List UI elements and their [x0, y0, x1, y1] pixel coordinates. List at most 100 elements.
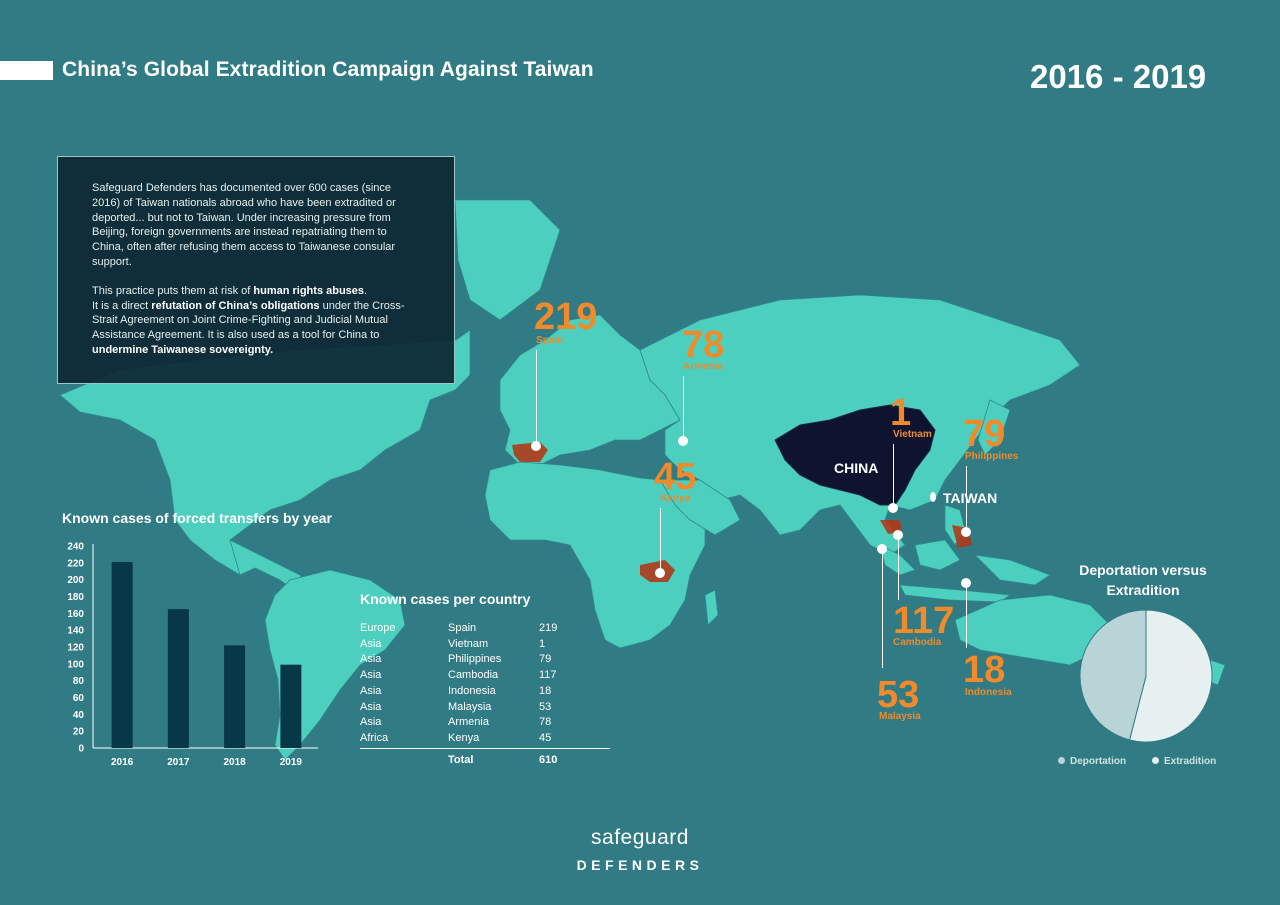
table-cell-cases: 18 [539, 684, 552, 697]
callout-vietnam-marker [888, 503, 898, 513]
table-row: Asia Cambodia 117 [360, 668, 609, 684]
table-cell-region: Asia [360, 684, 382, 697]
bar-2017 [167, 609, 189, 748]
bar-chart-y-tick: 200 [67, 575, 84, 586]
callout-cambodia-value: 117 [893, 600, 955, 642]
legend-extradition-swatch [1152, 757, 1159, 764]
table-row: Asia Armenia 78 [360, 715, 609, 731]
callout-kenya-marker [655, 568, 665, 578]
table-cell-country: Malaysia [448, 700, 492, 713]
table-cell-country: Spain [448, 622, 477, 634]
table-cell-country: Kenya [448, 731, 480, 744]
bar-chart-y-tick: 60 [73, 693, 85, 704]
legend-extradition: Extradition [1152, 756, 1216, 767]
callout-malaysia-marker [877, 544, 887, 554]
taiwan-label: TAIWAN [943, 490, 998, 506]
logo-wordmark-bottom: DEFENDERS [576, 857, 704, 873]
table-cell-region: Africa [360, 731, 389, 744]
pie-chart [1079, 609, 1213, 743]
bar-chart-y-tick: 220 [67, 558, 84, 569]
intro-text: This practice puts them at risk of [92, 284, 254, 297]
callout-cambodia-marker [893, 530, 903, 540]
china-label: CHINA [834, 460, 879, 476]
table-cell-region: Asia [360, 637, 382, 650]
table-row: Asia Indonesia 18 [360, 684, 609, 700]
table-row: Asia Vietnam 1 [360, 637, 609, 653]
pie-slice-extradition [1128, 609, 1213, 743]
table-cell-cases: 79 [539, 653, 552, 666]
year-range: 2016 - 2019 [1030, 58, 1207, 95]
bar-chart-y-tick: 160 [67, 609, 84, 620]
callout-spain-marker [531, 441, 541, 451]
table-cell-region: Asia [360, 700, 382, 713]
logo-wordmark-top: safeguard [591, 826, 689, 849]
cases-table: Europe Spain 219 Asia Vietnam 1 Asia Philippine… [360, 621, 609, 747]
intro-text: under the Cross-Strait Agreement on Join… [92, 299, 405, 342]
legend-deportation: Deportation [1058, 756, 1126, 767]
page-title: China’s Global Extradition Campaign Agai… [62, 58, 594, 81]
table-cell-cases: 219 [539, 622, 558, 634]
intro-emphasis: human rights abuses [253, 284, 365, 297]
bar-chart-y-tick: 180 [67, 592, 84, 603]
callout-indonesia-value: 18 [963, 649, 1006, 691]
table-row: Asia Malaysia 53 [360, 700, 609, 716]
callout-armenia-value: 78 [682, 324, 725, 366]
callout-armenia-leader [683, 376, 684, 438]
bar-chart-y-tick: 140 [67, 626, 84, 637]
legend-deportation-swatch [1058, 757, 1065, 764]
table-total-value: 610 [539, 754, 558, 766]
callout-indonesia-leader [966, 586, 967, 648]
table-cell-region: Asia [360, 653, 382, 666]
callout-kenya-name: Kenya [660, 493, 691, 504]
bar-chart-y-tick: 80 [73, 676, 85, 687]
table-row: Europe Spain 219 [360, 621, 609, 637]
callout-cambodia-name: Cambodia [893, 637, 942, 648]
intro-emphasis: undermine Taiwanese sovereignty. [92, 343, 274, 356]
callout-malaysia-name: Malaysia [879, 711, 921, 722]
bar-chart-y-tick: 0 [78, 744, 84, 755]
table-cell-country: Philippines [448, 653, 502, 666]
callout-philippines-value: 79 [963, 413, 1006, 455]
intro-paragraph-1: Safeguard Defenders has documented over … [92, 182, 396, 268]
bar-chart-y-tick: 40 [73, 710, 85, 721]
bar-2018 [224, 645, 246, 748]
table-row: Africa Kenya 45 [360, 731, 609, 747]
callout-cambodia-leader [898, 538, 899, 600]
table-title: Known cases per country [360, 591, 531, 607]
table-divider [360, 748, 610, 749]
table-cell-country: Indonesia [448, 684, 496, 697]
table-total-label: Total [448, 754, 474, 766]
bar-chart-y-tick: 120 [67, 643, 84, 654]
callout-indonesia-marker [961, 578, 971, 588]
table-cell-country: Vietnam [448, 637, 489, 650]
intro-text: . [364, 284, 368, 297]
callout-armenia-name: Armenia [683, 361, 724, 372]
callout-kenya-leader [660, 508, 661, 570]
table-row: Asia Philippines 79 [360, 652, 609, 668]
intro-emphasis: refutation of China’s obligations [151, 299, 320, 312]
callout-philippines-leader [966, 466, 967, 530]
intro-text: It is a direct [92, 299, 152, 312]
callout-philippines-name: Philippines [965, 451, 1019, 462]
callout-vietnam-name: Vietnam [893, 429, 932, 440]
callout-spain-name: Spain [536, 335, 564, 346]
table-cell-region: Asia [360, 716, 382, 729]
callout-spain-value: 219 [534, 296, 598, 338]
pie-chart-title: Deportation versus Extradition [1079, 562, 1207, 598]
bar-chart-x-tick: 2019 [280, 757, 303, 768]
title-accent-bar [0, 61, 53, 80]
pie-slice-deportation [1079, 609, 1147, 741]
table-cell-country: Cambodia [448, 669, 499, 682]
intro-paragraph-2: This practice puts them at risk of human… [92, 284, 420, 358]
table-total-row: Total 610 [360, 754, 557, 766]
bar-chart-y-tick: 20 [73, 727, 85, 738]
bar-chart-y-tick: 100 [67, 659, 84, 670]
table-cell-cases: 53 [539, 700, 552, 713]
table-cell-cases: 45 [539, 731, 552, 744]
table-cell-cases: 78 [539, 716, 552, 729]
bar-chart-x-tick: 2018 [224, 757, 247, 768]
callout-spain-leader [536, 350, 537, 446]
table-cell-cases: 1 [539, 637, 546, 650]
